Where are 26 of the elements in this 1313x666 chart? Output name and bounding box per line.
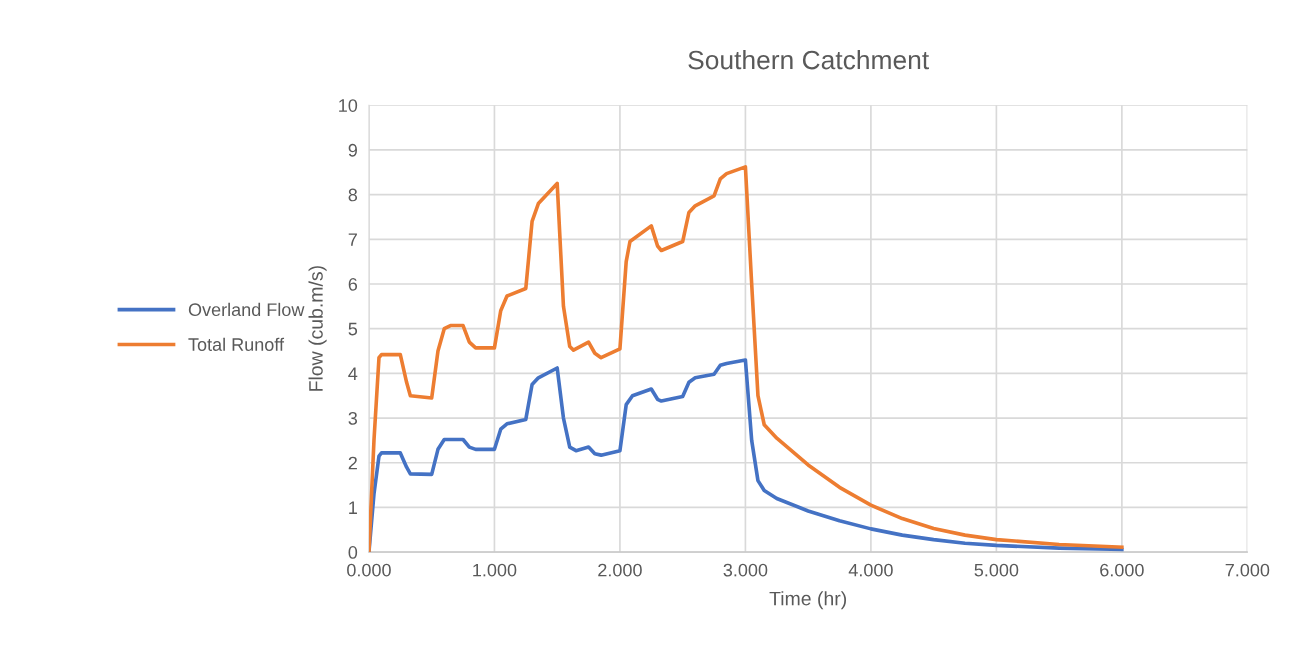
- legend-label: Total Runoff: [188, 337, 285, 351]
- x-tick-label: 4.000: [848, 563, 893, 577]
- chart-title: Southern Catchment: [688, 49, 929, 70]
- y-tick-label: 2: [348, 456, 357, 470]
- x-tick-label: 5.000: [974, 563, 1019, 577]
- x-axis-title: Time (hr): [769, 591, 847, 610]
- y-tick-label: 9: [348, 143, 357, 157]
- x-tick-label: 1.000: [473, 563, 517, 577]
- line-series: [368, 358, 1124, 553]
- x-tick-label: 3.000: [723, 563, 768, 577]
- y-tick-label: 6: [348, 277, 358, 291]
- legend-label: Overland Flow: [188, 302, 305, 317]
- x-tick-label: 7.000: [1225, 563, 1270, 577]
- x-tick-label: 2.000: [598, 563, 642, 577]
- y-tick-label: 8: [348, 188, 358, 202]
- y-tick-label: 7: [348, 233, 357, 246]
- y-tick-label: 3: [348, 411, 358, 425]
- y-tick-label: 0: [348, 546, 358, 559]
- line-series: [368, 165, 1124, 553]
- y-tick-label: 1: [349, 501, 357, 514]
- y-tick-label: 4: [348, 367, 358, 380]
- y-axis-title: Flow (cub.m/s): [308, 266, 327, 391]
- x-tick-label: 6.000: [1100, 563, 1144, 577]
- x-tick-label: 0.000: [347, 563, 391, 577]
- y-tick-label: 5: [348, 322, 358, 336]
- y-tick-label: 10: [339, 99, 358, 112]
